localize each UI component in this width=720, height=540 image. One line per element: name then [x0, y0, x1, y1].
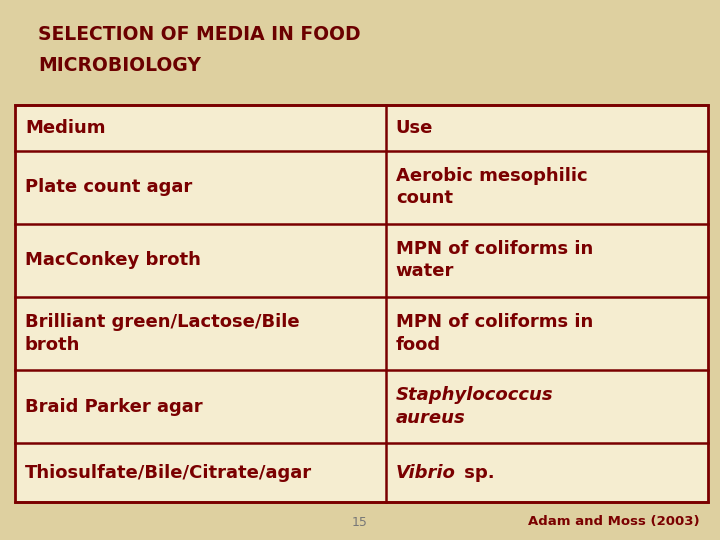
Text: Adam and Moss (2003): Adam and Moss (2003)	[528, 516, 700, 529]
Text: Braid Parker agar: Braid Parker agar	[25, 397, 202, 416]
Text: MPN of coliforms in
water: MPN of coliforms in water	[396, 240, 593, 280]
Text: Vibrio: Vibrio	[396, 463, 456, 482]
Text: Staphylococcus
aureus: Staphylococcus aureus	[396, 387, 554, 427]
Text: Thiosulfate/Bile/Citrate/agar: Thiosulfate/Bile/Citrate/agar	[25, 463, 312, 482]
Text: Plate count agar: Plate count agar	[25, 178, 192, 196]
Text: Brilliant green/Lactose/Bile
broth: Brilliant green/Lactose/Bile broth	[25, 313, 300, 354]
Text: sp.: sp.	[458, 463, 495, 482]
Text: MPN of coliforms in
food: MPN of coliforms in food	[396, 313, 593, 354]
Text: 15: 15	[352, 516, 368, 529]
Text: Aerobic mesophilic
count: Aerobic mesophilic count	[396, 167, 588, 207]
Bar	[15, 105, 708, 502]
Text: Use: Use	[396, 119, 433, 137]
Text: SELECTION OF MEDIA IN FOOD: SELECTION OF MEDIA IN FOOD	[38, 25, 361, 44]
Text: MICROBIOLOGY: MICROBIOLOGY	[38, 56, 201, 75]
Text: Medium: Medium	[25, 119, 106, 137]
Text: MacConkey broth: MacConkey broth	[25, 251, 201, 269]
